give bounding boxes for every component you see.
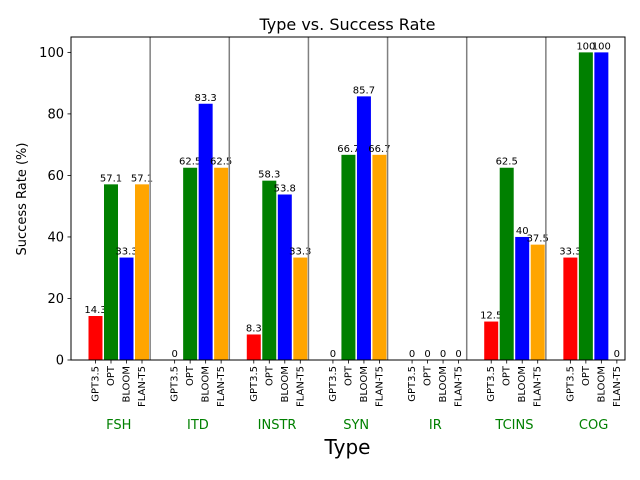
bar-fsh-bloom bbox=[119, 257, 134, 360]
bar-value-label: 8.3 bbox=[246, 323, 262, 334]
x-tick-label-model: OPT bbox=[106, 365, 117, 386]
bar-instr-flan-t5 bbox=[293, 257, 308, 360]
x-tick-label-model: BLOOM bbox=[517, 366, 528, 402]
x-tick-label-model: FLAN-T5 bbox=[454, 366, 465, 407]
bar-fsh-flan-t5 bbox=[135, 184, 149, 360]
bar-value-label: 100 bbox=[576, 41, 595, 52]
bar-fsh-opt bbox=[104, 184, 118, 360]
bar-syn-flan-t5 bbox=[372, 154, 387, 360]
bar-value-label: 40 bbox=[516, 226, 529, 237]
x-tick-label-model: GPT3.5 bbox=[328, 366, 339, 402]
y-tick-label: 60 bbox=[47, 169, 64, 184]
bar-value-label: 0 bbox=[424, 349, 430, 360]
bar-value-label: 12.5 bbox=[480, 311, 502, 322]
x-tick-label-model: GPT3.5 bbox=[91, 366, 102, 402]
x-tick-label-model: OPT bbox=[343, 365, 354, 386]
x-tick-label-model: BLOOM bbox=[596, 366, 607, 402]
category-label-tcins: TCINS bbox=[494, 418, 533, 433]
bar-value-label: 62.5 bbox=[179, 157, 201, 168]
bar-instr-opt bbox=[262, 180, 277, 360]
x-tick-label-model: FLAN-T5 bbox=[216, 366, 227, 407]
bar-value-label: 0 bbox=[614, 349, 620, 360]
chart-title: Type vs. Success Rate bbox=[259, 15, 436, 34]
x-tick-label-model: BLOOM bbox=[201, 366, 212, 402]
x-tick-label-model: OPT bbox=[502, 365, 513, 386]
bar-value-label: 0 bbox=[409, 349, 415, 360]
bar-value-label: 66.7 bbox=[337, 144, 359, 155]
bar-cog-bloom bbox=[594, 52, 609, 360]
x-tick-label-model: GPT3.5 bbox=[565, 366, 576, 402]
x-axis-label: Type bbox=[324, 435, 371, 459]
bar-value-label: 53.8 bbox=[274, 184, 296, 195]
category-label-ir: IR bbox=[429, 418, 442, 433]
bar-tcins-gpt3-5 bbox=[484, 321, 499, 360]
x-tick-label-model: BLOOM bbox=[122, 366, 133, 402]
bar-syn-opt bbox=[341, 154, 356, 360]
y-tick-label: 40 bbox=[47, 230, 64, 245]
bar-value-label: 0 bbox=[440, 349, 446, 360]
category-label-syn: SYN bbox=[343, 418, 369, 433]
x-tick-label-model: FLAN-T5 bbox=[374, 366, 385, 407]
bar-value-label: 33.3 bbox=[289, 247, 311, 258]
bar-value-label: 62.5 bbox=[496, 157, 518, 168]
bar-itd-flan-t5 bbox=[214, 167, 229, 360]
category-label-instr: INSTR bbox=[258, 418, 297, 433]
bar-value-label: 83.3 bbox=[195, 93, 217, 104]
bar-value-label: 14.3 bbox=[84, 305, 106, 316]
x-tick-label-model: BLOOM bbox=[359, 366, 370, 402]
plot-area: 14.3 GPT3.5 57.1 OPT 33.3 BLOOM 57.1 FLAN-T5 FSH… bbox=[39, 36, 626, 433]
bar-syn-bloom bbox=[356, 96, 371, 361]
bar-cog-gpt3-5 bbox=[563, 257, 578, 360]
bar-value-label: 0 bbox=[455, 349, 461, 360]
x-tick-label-model: GPT3.5 bbox=[407, 366, 418, 402]
x-tick-label-model: FLAN-T5 bbox=[533, 366, 544, 407]
bar-value-label: 37.5 bbox=[527, 234, 549, 245]
bar-instr-bloom bbox=[277, 194, 292, 360]
bar-value-label: 62.5 bbox=[210, 157, 232, 168]
x-tick-label-model: OPT bbox=[581, 365, 592, 386]
x-tick-label-model: GPT3.5 bbox=[249, 366, 260, 402]
bar-instr-gpt3-5 bbox=[246, 334, 261, 360]
bar-value-label: 58.3 bbox=[258, 170, 280, 181]
y-tick-label: 20 bbox=[47, 292, 64, 307]
bar-value-label: 33.3 bbox=[115, 247, 137, 258]
bar-itd-bloom bbox=[198, 103, 213, 360]
x-tick-label-model: OPT bbox=[423, 365, 434, 386]
y-tick-label: 100 bbox=[39, 46, 64, 61]
bar-value-label: 0 bbox=[171, 349, 177, 360]
bar-tcins-opt bbox=[499, 167, 514, 360]
category-label-cog: COG bbox=[579, 418, 608, 433]
x-tick-label-model: FLAN-T5 bbox=[137, 366, 148, 407]
bar-itd-opt bbox=[183, 167, 198, 360]
bar-tcins-bloom bbox=[515, 236, 530, 360]
x-tick-label-model: GPT3.5 bbox=[486, 366, 497, 402]
y-tick-label: 80 bbox=[47, 107, 64, 122]
bar-value-label: 33.3 bbox=[559, 247, 581, 258]
bar-cog-opt bbox=[578, 52, 593, 360]
y-tick-label: 0 bbox=[56, 354, 64, 369]
bar-tcins-flan-t5 bbox=[530, 244, 545, 360]
x-tick-label-model: FLAN-T5 bbox=[612, 366, 623, 407]
x-tick-label-model: BLOOM bbox=[280, 366, 291, 402]
bar-value-label: 57.1 bbox=[100, 173, 122, 184]
bar-fsh-gpt3-5 bbox=[88, 316, 103, 360]
x-tick-label-model: GPT3.5 bbox=[170, 366, 181, 402]
bar-value-label: 66.7 bbox=[368, 144, 390, 155]
category-label-fsh: FSH bbox=[106, 418, 131, 433]
category-label-itd: ITD bbox=[187, 418, 209, 433]
bar-value-label: 0 bbox=[330, 349, 336, 360]
bar-value-label: 85.7 bbox=[353, 85, 375, 96]
y-axis-label: Success Rate (%) bbox=[15, 143, 30, 256]
x-tick-label-model: OPT bbox=[185, 365, 196, 386]
x-tick-label-model: FLAN-T5 bbox=[295, 366, 306, 407]
bar-value-label: 57.1 bbox=[131, 173, 153, 184]
bar-value-label: 100 bbox=[592, 41, 611, 52]
x-tick-label-model: BLOOM bbox=[438, 366, 449, 402]
plot-frame bbox=[70, 36, 626, 361]
x-tick-label-model: OPT bbox=[264, 365, 275, 386]
